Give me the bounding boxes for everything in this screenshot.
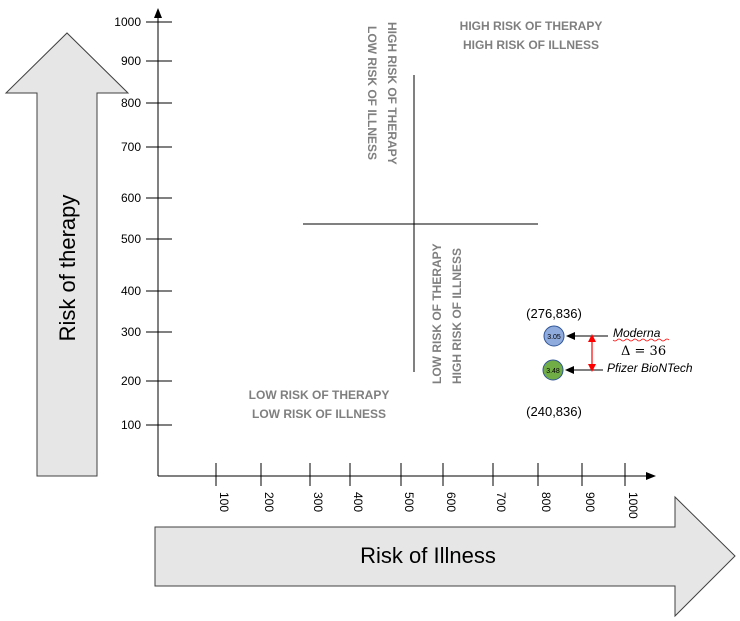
- y-tick-label: 500: [121, 232, 141, 246]
- y-ticks: 1000 900 800 700 600 500 400 300 200 100: [114, 15, 172, 432]
- quadrant-bottom-left-line1: LOW RISK OF THERAPY: [249, 388, 390, 402]
- quadrant-top-left-line1: HIGH RISK OF THERAPY: [385, 22, 399, 165]
- delta-arrow-head-top: [588, 334, 596, 342]
- y-tick-label: 1000: [114, 15, 141, 29]
- y-tick-label: 900: [121, 54, 141, 68]
- y-direction-arrow: [4, 32, 130, 477]
- y-tick-label: 200: [121, 374, 141, 388]
- x-tick-label: 600: [444, 492, 458, 512]
- moderna-coord-label: (276,836): [526, 306, 582, 321]
- quadrant-top-right-line1: HIGH RISK OF THERAPY: [460, 19, 603, 33]
- y-tick-label: 400: [121, 284, 141, 298]
- x-axis-title: Risk of Illness: [360, 543, 496, 568]
- quadrant-bottom-right-line2: HIGH RISK OF ILLNESS: [450, 248, 464, 384]
- x-tick-label: 200: [262, 492, 276, 512]
- x-tick-label: 400: [351, 492, 365, 512]
- quadrant-top-right-line2: HIGH RISK OF ILLNESS: [463, 38, 599, 52]
- y-tick-label: 600: [121, 191, 141, 205]
- y-tick-label: 700: [121, 140, 141, 154]
- x-tick-label: 700: [494, 492, 508, 512]
- moderna-marker: [543, 325, 565, 347]
- x-tick-label: 1000: [626, 492, 640, 519]
- moderna-pointer-head: [566, 332, 575, 340]
- delta-label: Δ = 36: [621, 344, 666, 359]
- x-tick-label: 500: [402, 492, 416, 512]
- quadrant-bottom-left-line2: LOW RISK OF ILLNESS: [252, 407, 386, 421]
- y-tick-label: 300: [121, 325, 141, 339]
- moderna-value: 3.05: [547, 334, 561, 341]
- pfizer-coord-label: (240,836): [526, 404, 582, 419]
- pfizer-label: Pfizer BioNTech: [607, 361, 693, 375]
- delta-arrow-head-bottom: [588, 364, 596, 372]
- moderna-spellcheck-underline: [612, 338, 670, 342]
- y-tick-label: 100: [121, 418, 141, 432]
- x-tick-label: 900: [583, 492, 597, 512]
- x-ticks: 100 200 300 400 500 600 700 800 900 1000: [215, 463, 640, 519]
- y-tick-label: 800: [121, 96, 141, 110]
- moderna-label: Moderna: [613, 326, 661, 340]
- y-axis-title: Risk of therapy: [55, 195, 80, 342]
- pfizer-pointer-head: [565, 366, 574, 374]
- x-tick-label: 100: [217, 492, 231, 512]
- quadrant-top-left-line2: LOW RISK OF ILLNESS: [365, 26, 379, 160]
- y-axis-arrowhead: [154, 8, 162, 18]
- pfizer-marker: [542, 359, 564, 381]
- quadrant-bottom-right-line1: LOW RISK OF THERAPY: [430, 243, 444, 384]
- pfizer-value: 3.48: [546, 368, 560, 375]
- x-direction-arrow: [154, 495, 736, 618]
- x-tick-label: 800: [539, 492, 553, 512]
- x-axis-arrowhead: [646, 472, 656, 480]
- x-tick-label: 300: [311, 492, 325, 512]
